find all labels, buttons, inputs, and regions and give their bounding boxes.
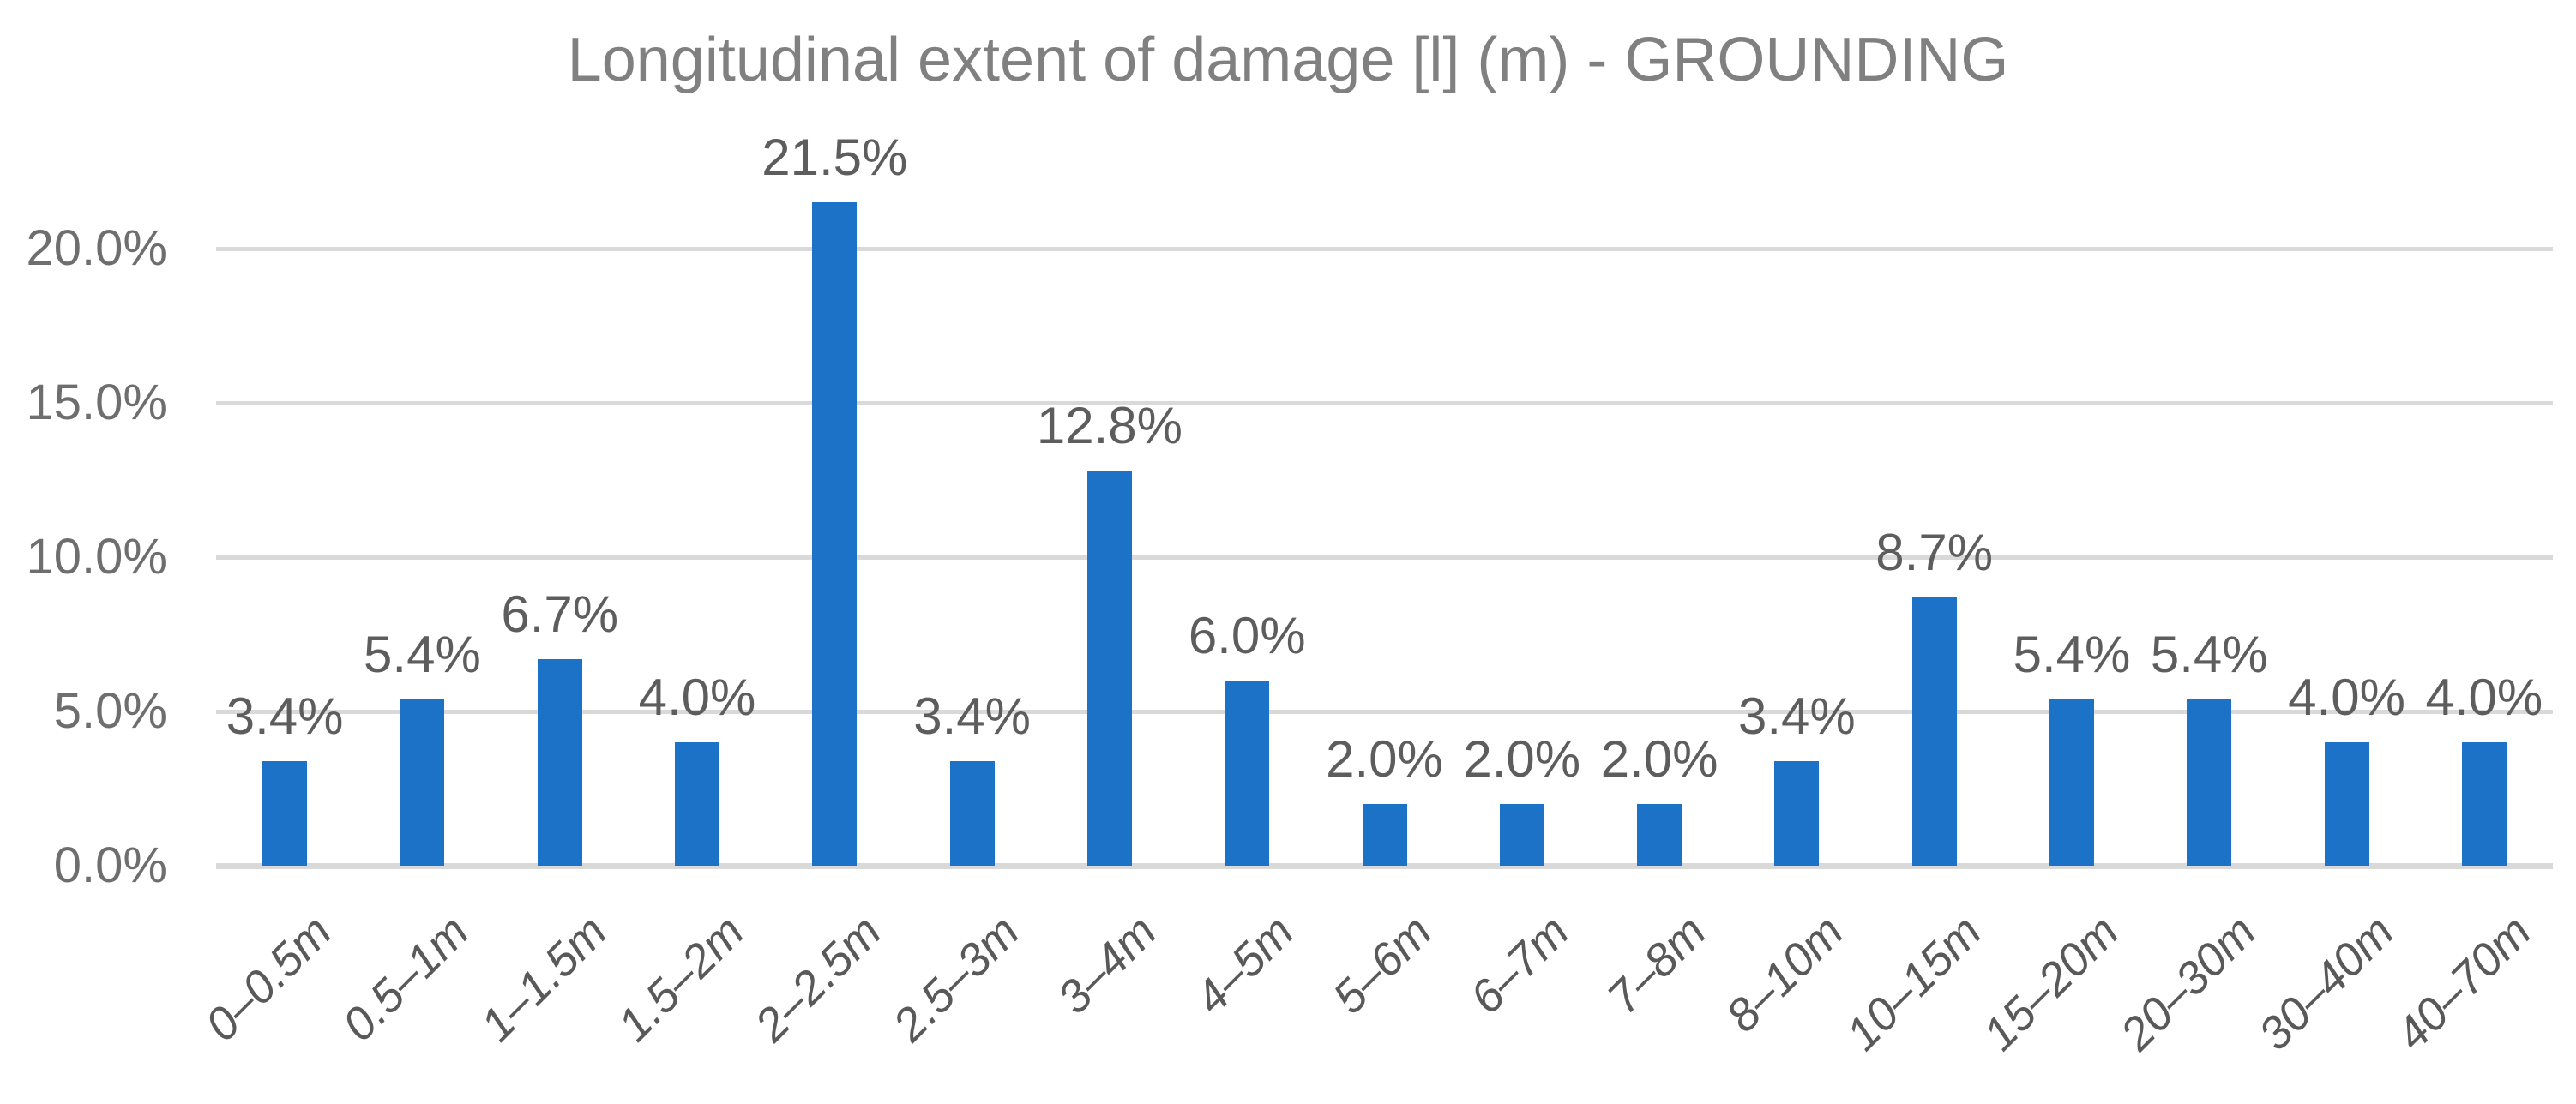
bar-value-label: 3.4% bbox=[226, 687, 344, 745]
bar-value-label: 6.0% bbox=[1188, 607, 1306, 664]
bar-value-label: 5.4% bbox=[2150, 625, 2268, 683]
y-tick-label: 0.0% bbox=[53, 837, 167, 893]
bar-value-label: 6.7% bbox=[501, 585, 619, 643]
bar bbox=[1086, 471, 1132, 866]
bar bbox=[675, 742, 720, 866]
bar-value-label: 4.0% bbox=[638, 669, 756, 726]
bar bbox=[1499, 804, 1544, 866]
chart-title: Longitudinal extent of damage [l] (m) - … bbox=[567, 26, 2009, 94]
bar-value-label: 5.4% bbox=[364, 625, 481, 683]
bar bbox=[2049, 699, 2094, 866]
bar-value-label: 2.0% bbox=[1326, 730, 1443, 788]
bar bbox=[2461, 742, 2507, 866]
bar bbox=[1362, 804, 1407, 866]
gridline bbox=[216, 401, 2553, 405]
bar-value-label: 3.4% bbox=[913, 687, 1031, 745]
bar bbox=[1774, 760, 1820, 866]
gridline bbox=[216, 863, 2553, 869]
bar bbox=[1637, 804, 1682, 866]
gridline bbox=[216, 555, 2553, 560]
y-tick-label: 5.0% bbox=[53, 683, 167, 739]
gridline bbox=[216, 247, 2553, 251]
y-tick-label: 10.0% bbox=[26, 529, 167, 585]
bar bbox=[1911, 597, 1957, 866]
bar bbox=[1225, 681, 1270, 866]
bar-value-label: 5.4% bbox=[2013, 625, 2131, 683]
bar bbox=[2324, 742, 2369, 866]
y-tick-label: 20.0% bbox=[26, 220, 167, 276]
bar bbox=[262, 760, 308, 866]
bar bbox=[949, 760, 995, 866]
bar-value-label: 12.8% bbox=[1036, 397, 1183, 455]
bar-value-label: 2.0% bbox=[1600, 730, 1718, 788]
bar bbox=[812, 202, 858, 866]
y-tick-label: 15.0% bbox=[26, 375, 167, 430]
bar bbox=[400, 699, 445, 866]
bar bbox=[2187, 699, 2232, 866]
bar bbox=[537, 658, 582, 866]
gridline bbox=[216, 710, 2553, 714]
bar-value-label: 2.0% bbox=[1463, 730, 1581, 788]
bar-value-label: 3.4% bbox=[1737, 687, 1856, 745]
bar-value-label: 8.7% bbox=[1875, 523, 1994, 581]
bar-value-label: 21.5% bbox=[761, 129, 908, 186]
bar-value-label: 4.0% bbox=[2288, 669, 2405, 726]
bar-value-label: 4.0% bbox=[2425, 669, 2543, 726]
